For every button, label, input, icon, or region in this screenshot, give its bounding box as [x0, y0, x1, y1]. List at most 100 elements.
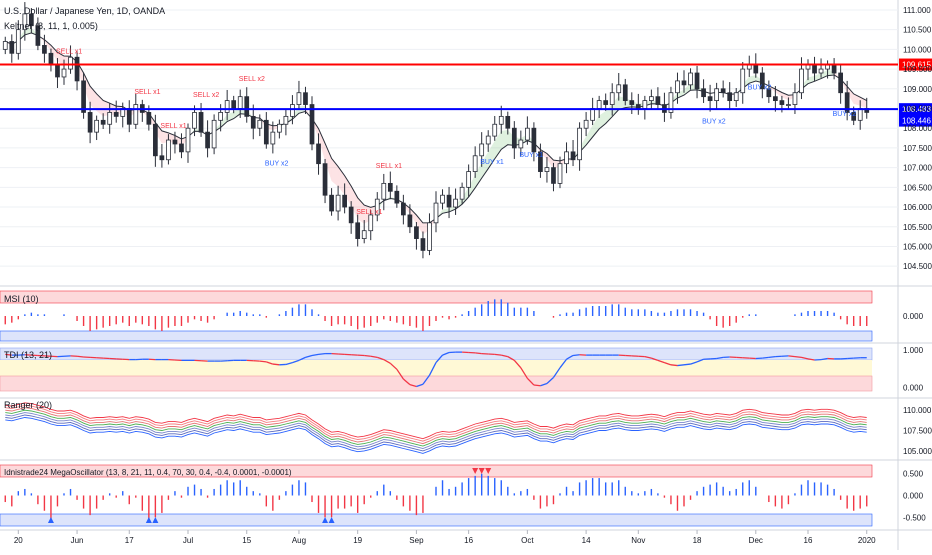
- y-tick-label: 110.500: [903, 26, 932, 35]
- x-tick-label: 19: [353, 536, 362, 545]
- candle-body: [62, 69, 66, 77]
- tdi-segment: [769, 357, 776, 358]
- x-tick-label: Nov: [631, 536, 645, 545]
- ranger-title: Ranger (20): [4, 400, 52, 410]
- candle-body: [330, 195, 334, 211]
- candle-body: [336, 195, 340, 211]
- candle-body: [604, 101, 608, 105]
- candle-body: [75, 57, 79, 81]
- x-tick-label: Sep: [409, 536, 424, 545]
- tdi-segment: [573, 355, 580, 356]
- candle-body: [225, 101, 229, 113]
- keltner-label: Keltner (8, 11, 1, 0.005): [4, 21, 98, 31]
- ranger-bands: [5, 403, 866, 454]
- y-tick-label: 106.500: [903, 183, 932, 192]
- tdi-segment: [795, 357, 802, 358]
- candle-body: [512, 128, 516, 148]
- ranger-band-line: [5, 403, 866, 439]
- candle-body: [578, 128, 582, 160]
- candle-body: [323, 164, 327, 196]
- y-tick-label: 104.500: [903, 262, 932, 271]
- megaoscillator-tick-label: -0.500: [903, 513, 926, 522]
- candle-body: [401, 203, 405, 215]
- candle-body: [408, 215, 412, 227]
- candle-body: [362, 231, 366, 239]
- msi-tick-label: 0.000: [903, 312, 924, 321]
- candle-body: [552, 168, 556, 184]
- x-tick-label: 14: [582, 536, 591, 545]
- candle-body: [147, 112, 151, 124]
- candle-body: [180, 144, 184, 152]
- candle-body: [349, 207, 353, 223]
- y-tick-label: 108.500: [903, 104, 932, 113]
- candle-body: [525, 128, 529, 140]
- candle-body: [617, 85, 621, 93]
- candle-body: [597, 101, 601, 109]
- candle-body: [741, 69, 745, 93]
- candle-body: [343, 195, 347, 207]
- candle-body: [571, 152, 575, 160]
- candle-body: [127, 108, 131, 124]
- candle-body: [493, 124, 497, 136]
- x-tick-label: 18: [693, 536, 702, 545]
- sell-signal-label: SELL x2: [193, 92, 219, 99]
- x-tick-label: 15: [242, 536, 251, 545]
- y-tick-label: 107.000: [903, 164, 932, 173]
- sell-signal-label: SELL x1: [356, 209, 382, 216]
- candle-body: [839, 73, 843, 93]
- tdi-segment: [677, 365, 684, 366]
- candle-body: [356, 223, 360, 239]
- tdi-segment: [475, 353, 482, 354]
- candle-body: [95, 120, 99, 132]
- candle-body: [277, 124, 281, 132]
- tdi-tick-label: 0.000: [903, 383, 924, 392]
- candle-body: [832, 65, 836, 73]
- y-tick-label: 109.500: [903, 65, 932, 74]
- candle-body: [264, 120, 268, 144]
- sell-signal-label: SELL x2: [239, 76, 265, 83]
- x-tick-label: Jul: [183, 536, 193, 545]
- x-tick-label: 16: [464, 536, 473, 545]
- megaoscillator-title: Idnistrade24 MegaOscillator (13, 8, 21, …: [4, 468, 292, 477]
- candle-body: [467, 172, 471, 188]
- candle-body: [388, 183, 392, 191]
- candle-body: [10, 41, 14, 53]
- tdi-segment: [788, 356, 795, 357]
- candle-body: [591, 108, 595, 120]
- candle-body: [728, 93, 732, 101]
- candle-body: [747, 65, 751, 69]
- ranger-tick-label: 110.000: [903, 406, 932, 415]
- candle-body: [219, 112, 223, 120]
- candle-body: [819, 69, 823, 73]
- candle-body: [826, 65, 830, 69]
- candle-body: [108, 112, 112, 124]
- candle-body: [800, 69, 804, 93]
- sell-signal-label: SELL x1: [376, 163, 402, 170]
- candle-body: [421, 239, 425, 251]
- tdi-segment: [495, 354, 502, 355]
- candle-body: [858, 108, 862, 120]
- candle-body: [238, 97, 242, 109]
- price-axes: 104.500105.000105.500106.000106.500107.0…: [903, 6, 932, 522]
- x-tick-label: Jun: [71, 536, 84, 545]
- y-tick-label: 105.000: [903, 242, 932, 251]
- candle-body: [447, 195, 451, 207]
- candle-body: [428, 223, 432, 251]
- y-tick-label: 105.500: [903, 223, 932, 232]
- candle-body: [382, 183, 386, 199]
- x-tick-label: Dec: [749, 536, 763, 545]
- candle-body: [545, 168, 549, 172]
- candle-body: [695, 73, 699, 89]
- candle-body: [754, 65, 758, 73]
- candle-body: [656, 97, 660, 105]
- tdi-segment: [273, 364, 280, 365]
- candle-body: [702, 89, 706, 97]
- candle-body: [630, 101, 634, 105]
- candle-body: [284, 116, 288, 124]
- candle-body: [499, 116, 503, 124]
- candle-body: [715, 89, 719, 101]
- candle-body: [623, 85, 627, 101]
- candle-body: [676, 81, 680, 93]
- megaoscillator-tick-label: 0.000: [903, 492, 924, 501]
